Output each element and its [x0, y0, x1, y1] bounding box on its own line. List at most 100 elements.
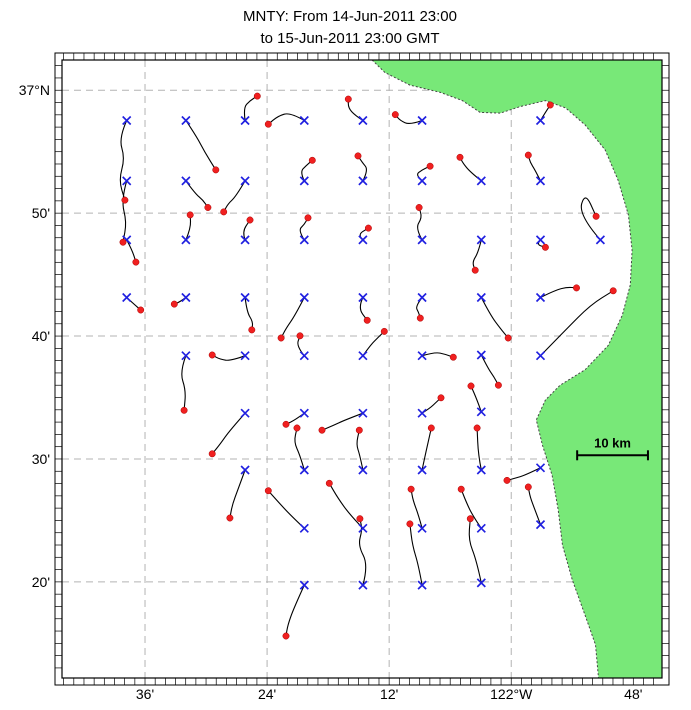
drifter-end-dot-icon	[354, 152, 362, 160]
drifter-track	[185, 119, 217, 171]
drifter-track	[243, 95, 258, 122]
drifter-end-dot-icon	[180, 406, 188, 414]
drifter-track	[294, 427, 305, 471]
drifter-track	[421, 427, 432, 471]
drifter-end-dot-icon	[356, 515, 364, 523]
drifter-end-dot-icon	[264, 120, 272, 128]
drifter-end-dot-icon	[318, 426, 326, 434]
drifter-start-x-icon	[535, 292, 546, 303]
drifter-end-dot-icon	[415, 204, 423, 211]
drifter-end-dot-icon	[264, 487, 272, 495]
drifter-start-x-icon	[181, 176, 191, 186]
drifter-start-x-icon	[535, 351, 546, 361]
drifter-end-dot-icon	[304, 214, 312, 222]
drifter-end-dot-icon	[473, 424, 481, 432]
drifter-start-x-icon	[299, 351, 309, 361]
drifter-track	[459, 156, 482, 182]
x-tick-label: 48'	[624, 686, 642, 702]
drifter-start-x-icon	[358, 580, 368, 590]
drifter-track	[527, 486, 542, 526]
drifter-end-dot-icon	[467, 382, 475, 390]
drifter-track	[119, 119, 128, 201]
drifter-track	[421, 352, 454, 358]
drifter-end-dot-icon	[609, 287, 617, 295]
drifter-start-x-icon	[535, 235, 546, 245]
drifter-track	[417, 206, 423, 241]
drifter-track	[280, 296, 305, 339]
drifter-track	[480, 296, 509, 339]
drifter-end-dot-icon	[406, 520, 414, 528]
drifter-end-dot-icon	[208, 351, 216, 359]
drifter-track	[480, 354, 499, 386]
drifter-start-x-icon	[240, 408, 250, 418]
drifter-start-x-icon	[417, 292, 427, 303]
drifter-track	[470, 385, 482, 413]
drifter-track	[211, 412, 246, 455]
drifter-end-dot-icon	[592, 212, 600, 220]
drifter-start-x-icon	[299, 115, 309, 126]
drifter-end-dot-icon	[170, 300, 178, 308]
drifter-track	[126, 239, 137, 263]
drifter-start-x-icon	[358, 351, 368, 361]
drifter-end-dot-icon	[449, 353, 457, 361]
drifter-end-dot-icon	[282, 632, 290, 640]
drifter-end-dot-icon	[380, 327, 388, 335]
land-polygon	[370, 59, 663, 679]
drifter-track	[285, 584, 305, 637]
drifter-end-dot-icon	[137, 306, 145, 314]
drifter-start-x-icon	[358, 115, 368, 126]
drifter-end-dot-icon	[325, 479, 333, 487]
drifter-start-x-icon	[240, 351, 250, 361]
x-axis-labels: 36' 24' 12' 122°W 48'	[136, 686, 643, 702]
drifter-start-x-icon	[476, 235, 486, 245]
drifter-track	[527, 154, 542, 182]
drifter-start-x-icon	[122, 292, 132, 303]
drifter-track	[321, 412, 364, 431]
drifter-end-dot-icon	[246, 216, 254, 224]
y-tick-label: 40'	[32, 328, 50, 344]
drifter-end-dot-icon	[437, 394, 445, 402]
drifter-start-x-icon	[299, 580, 309, 590]
drifter-track	[244, 296, 254, 331]
scale-bar: 10 km	[576, 435, 649, 461]
drifter-end-dot-icon	[524, 151, 532, 159]
drifter-track	[421, 397, 442, 414]
drifter-end-dot-icon	[407, 485, 415, 493]
drifter-start-x-icon	[417, 408, 427, 418]
y-axis-labels: 37°N 50' 40' 30' 20'	[19, 82, 50, 590]
y-tick-label: 37°N	[19, 82, 50, 98]
drifter-start-x-icon	[358, 292, 368, 303]
drifter-start-x-icon	[417, 351, 427, 361]
drifter-start-x-icon	[358, 235, 368, 245]
drifter-end-dot-icon	[573, 284, 580, 292]
drifter-end-dot-icon	[426, 162, 434, 170]
drifter-track	[301, 159, 313, 182]
drifter-start-x-icon	[476, 176, 486, 186]
drifter-end-dot-icon	[248, 326, 256, 334]
grid-lines	[62, 60, 662, 678]
drifter-end-dot-icon	[132, 258, 140, 266]
drifter-end-dot-icon	[541, 243, 549, 251]
drifter-start-x-icon	[299, 408, 309, 418]
drifter-track	[476, 427, 482, 471]
drifter-track	[416, 296, 423, 319]
drifter-track	[267, 490, 305, 529]
drifter-end-dot-icon	[119, 238, 127, 246]
drifter-end-dot-icon	[277, 334, 285, 342]
y-tick-label: 30'	[32, 451, 50, 467]
drifter-start-x-icon	[299, 235, 309, 245]
x-tick-label: 36'	[136, 686, 154, 702]
drifter-end-dot-icon	[364, 224, 372, 232]
drifter-track	[122, 180, 128, 243]
drifter-start-x-icon	[535, 115, 546, 126]
drifter-track	[394, 114, 423, 124]
drifter-start-x-icon	[181, 235, 191, 245]
drifter-end-dot-icon	[220, 208, 228, 216]
frame-outer	[54, 52, 670, 686]
drifter-track	[185, 180, 209, 209]
drifter-end-dot-icon	[204, 204, 212, 211]
drifter-start-x-icon	[595, 235, 606, 245]
drifter-end-dot-icon	[456, 153, 464, 161]
